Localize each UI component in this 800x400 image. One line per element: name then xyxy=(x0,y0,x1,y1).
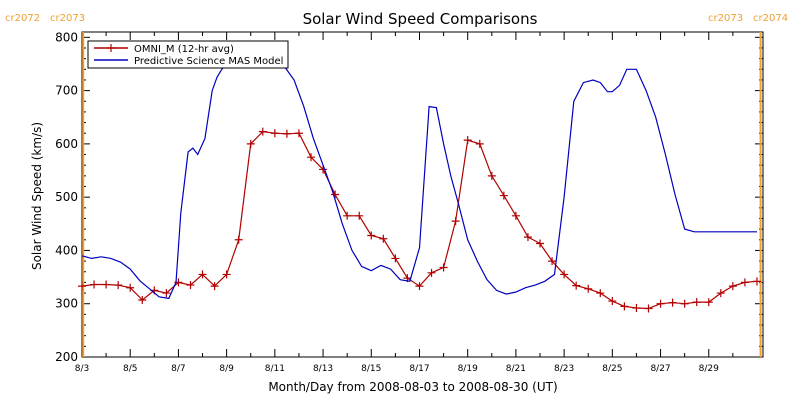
data-point xyxy=(740,278,749,287)
data-point xyxy=(162,289,171,298)
data-point xyxy=(487,171,496,180)
x-tick-label: 8/19 xyxy=(458,364,478,374)
x-tick-label: 8/17 xyxy=(409,364,429,374)
data-point xyxy=(511,211,520,220)
x-tick-label: 8/29 xyxy=(699,364,719,374)
data-point xyxy=(282,129,291,138)
data-point xyxy=(752,277,761,286)
legend: OMNI_M (12-hr avg)Predictive Science MAS… xyxy=(87,40,289,69)
data-point xyxy=(463,136,472,145)
data-point xyxy=(186,281,195,290)
data-point xyxy=(584,284,593,293)
data-point xyxy=(343,211,352,220)
y-tick-label: 400 xyxy=(55,243,78,257)
data-point xyxy=(644,304,653,313)
y-tick-label: 300 xyxy=(55,297,78,311)
data-point xyxy=(656,299,665,308)
data-point xyxy=(427,268,436,277)
data-point xyxy=(379,234,388,243)
data-point xyxy=(102,280,111,289)
x-tick-label: 8/7 xyxy=(171,364,185,374)
x-tick-label: 8/13 xyxy=(313,364,333,374)
data-point xyxy=(536,239,545,248)
x-tick-label: 8/25 xyxy=(602,364,622,374)
y-axis-label: Solar Wind Speed (km/s) xyxy=(30,122,44,270)
data-point xyxy=(668,298,677,307)
rotation-marker-label-right: cr2073 xyxy=(50,13,85,24)
data-point xyxy=(523,233,532,242)
rotation-marker-label-left: cr2073 xyxy=(708,13,743,24)
x-tick-label: 8/23 xyxy=(554,364,574,374)
data-point xyxy=(210,282,219,291)
rotation-marker-label-left: cr2072 xyxy=(5,13,40,24)
data-point xyxy=(620,302,629,311)
data-point xyxy=(307,153,316,162)
data-point xyxy=(608,297,617,306)
y-tick-label: 800 xyxy=(55,30,78,44)
data-point xyxy=(704,298,713,307)
x-axis-label: Month/Day from 2008-08-03 to 2008-08-30 … xyxy=(268,380,557,394)
data-point xyxy=(439,263,448,272)
x-tick-label: 8/15 xyxy=(361,364,381,374)
x-tick-label: 8/3 xyxy=(75,364,89,374)
x-tick-label: 8/5 xyxy=(123,364,137,374)
data-point xyxy=(367,231,376,240)
y-tick-label: 200 xyxy=(55,350,78,364)
data-point xyxy=(355,211,364,220)
series-line-0 xyxy=(81,130,758,310)
data-point xyxy=(692,298,701,307)
legend-label-1: Predictive Science MAS Model xyxy=(134,56,283,67)
data-point xyxy=(114,281,123,290)
data-point xyxy=(475,139,484,148)
legend-box xyxy=(87,40,289,69)
data-point xyxy=(680,299,689,308)
data-point xyxy=(596,289,605,298)
data-point xyxy=(451,217,460,226)
data-point xyxy=(716,289,725,298)
data-point xyxy=(258,127,267,136)
chart-title: Solar Wind Speed Comparisons xyxy=(303,10,538,28)
data-point xyxy=(270,129,279,138)
x-tick-label: 8/9 xyxy=(219,364,234,374)
legend-marker-0 xyxy=(107,44,115,52)
data-point xyxy=(198,270,207,279)
data-point xyxy=(90,280,99,289)
data-point xyxy=(572,281,581,290)
data-point xyxy=(499,191,508,200)
data-point xyxy=(78,282,86,291)
data-point xyxy=(138,295,147,304)
data-point xyxy=(391,254,400,263)
x-tick-label: 8/21 xyxy=(506,364,526,374)
legend-label-0: OMNI_M (12-hr avg) xyxy=(134,44,234,55)
y-tick-label: 700 xyxy=(55,84,78,98)
rotation-marker-label-right: cr2074 xyxy=(753,13,788,24)
data-point xyxy=(222,270,231,279)
plot-frame xyxy=(81,31,764,358)
plot-area: 200 300 400 500 600 700 800 8/3 8/5 8/7 8/9 8/11 8/1… xyxy=(5,13,788,374)
data-point xyxy=(126,283,135,292)
data-point xyxy=(294,129,303,138)
y-tick-label: 500 xyxy=(55,190,78,204)
data-point xyxy=(331,190,340,199)
data-point xyxy=(560,270,569,279)
series-line-1 xyxy=(81,60,757,300)
data-point xyxy=(728,282,737,291)
x-tick-label: 8/11 xyxy=(265,364,285,374)
data-point xyxy=(548,257,557,266)
data-point xyxy=(234,235,243,244)
y-tick-label: 600 xyxy=(55,137,78,151)
x-tick-label: 8/27 xyxy=(650,364,670,374)
data-point xyxy=(415,282,424,291)
data-point xyxy=(246,139,255,148)
data-point xyxy=(632,303,641,312)
